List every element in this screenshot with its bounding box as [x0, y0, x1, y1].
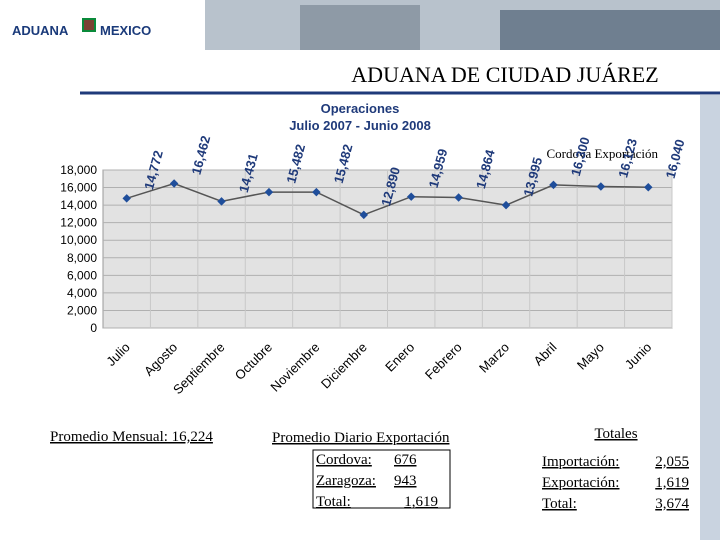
y-tick-label: 2,000	[67, 303, 97, 317]
logo-text: MEXICO	[100, 23, 151, 38]
x-tick-label: Diciembre	[318, 340, 370, 392]
summary-value: 2,055	[655, 454, 689, 470]
x-tick-label: Agosto	[141, 340, 180, 379]
x-tick-label: Julio	[103, 340, 133, 370]
data-label: 16,040	[663, 138, 688, 180]
banner-photo	[300, 5, 420, 50]
chart-subtitle: Julio 2007 - Junio 2008	[289, 118, 431, 133]
data-point	[359, 210, 369, 220]
data-point	[264, 187, 274, 197]
chart-title: Operaciones	[321, 101, 400, 116]
y-tick-label: 6,000	[67, 268, 97, 282]
x-tick-label: Noviembre	[267, 340, 322, 395]
summary-text: Totales	[594, 426, 637, 442]
summary-value: 676	[394, 452, 417, 468]
daily-box	[312, 449, 451, 509]
data-point	[406, 192, 416, 201]
data-point	[169, 179, 179, 188]
side-bar	[700, 95, 720, 540]
data-point	[217, 197, 226, 206]
x-tick-label: Junio	[622, 340, 655, 373]
logo-mark	[84, 20, 94, 30]
summary-label: Exportación:	[542, 475, 619, 491]
legend-entry: Cordova Exportación	[546, 146, 658, 161]
x-tick-label: Mayo	[574, 340, 607, 373]
data-point	[122, 194, 131, 203]
x-tick-label: Febrero	[422, 340, 465, 383]
x-tick-label: Septiembre	[170, 340, 228, 398]
y-tick-label: 18,000	[60, 163, 97, 177]
summary-text: Promedio Diario Exportación	[272, 430, 450, 446]
banner-photo	[500, 10, 720, 50]
data-line	[126, 182, 649, 216]
summary-value: 1,619	[404, 494, 438, 510]
summary-label: Zaragoza:	[316, 473, 376, 489]
summary-value: 3,674	[655, 496, 689, 512]
y-tick-label: 14,000	[60, 198, 97, 212]
y-tick-label: 10,000	[60, 233, 97, 247]
summary-label: Importación:	[542, 454, 619, 470]
summary-label: Cordova:	[316, 452, 372, 468]
summary-label: Total:	[542, 496, 577, 512]
summary-label: Total:	[316, 494, 351, 510]
data-point	[454, 193, 463, 202]
summary-value: 1,619	[655, 475, 689, 491]
logo-text: ADUANA	[12, 23, 69, 38]
y-tick-label: 12,000	[60, 216, 97, 230]
summary-text: Promedio Mensual: 16,224	[50, 429, 213, 445]
y-tick-label: 0	[90, 321, 97, 335]
y-tick-label: 16,000	[60, 181, 97, 195]
y-tick-label: 4,000	[67, 286, 97, 300]
x-tick-label: Abril	[531, 339, 560, 368]
slide-title: ADUANA DE CIUDAD JUÁREZ	[351, 62, 658, 87]
x-tick-label: Marzo	[476, 340, 512, 376]
x-tick-label: Enero	[382, 340, 417, 375]
y-tick-label: 8,000	[67, 251, 97, 265]
summary-value: 943	[394, 473, 417, 489]
data-point	[501, 200, 511, 210]
x-tick-label: Octubre	[232, 340, 275, 383]
data-point	[312, 187, 321, 197]
